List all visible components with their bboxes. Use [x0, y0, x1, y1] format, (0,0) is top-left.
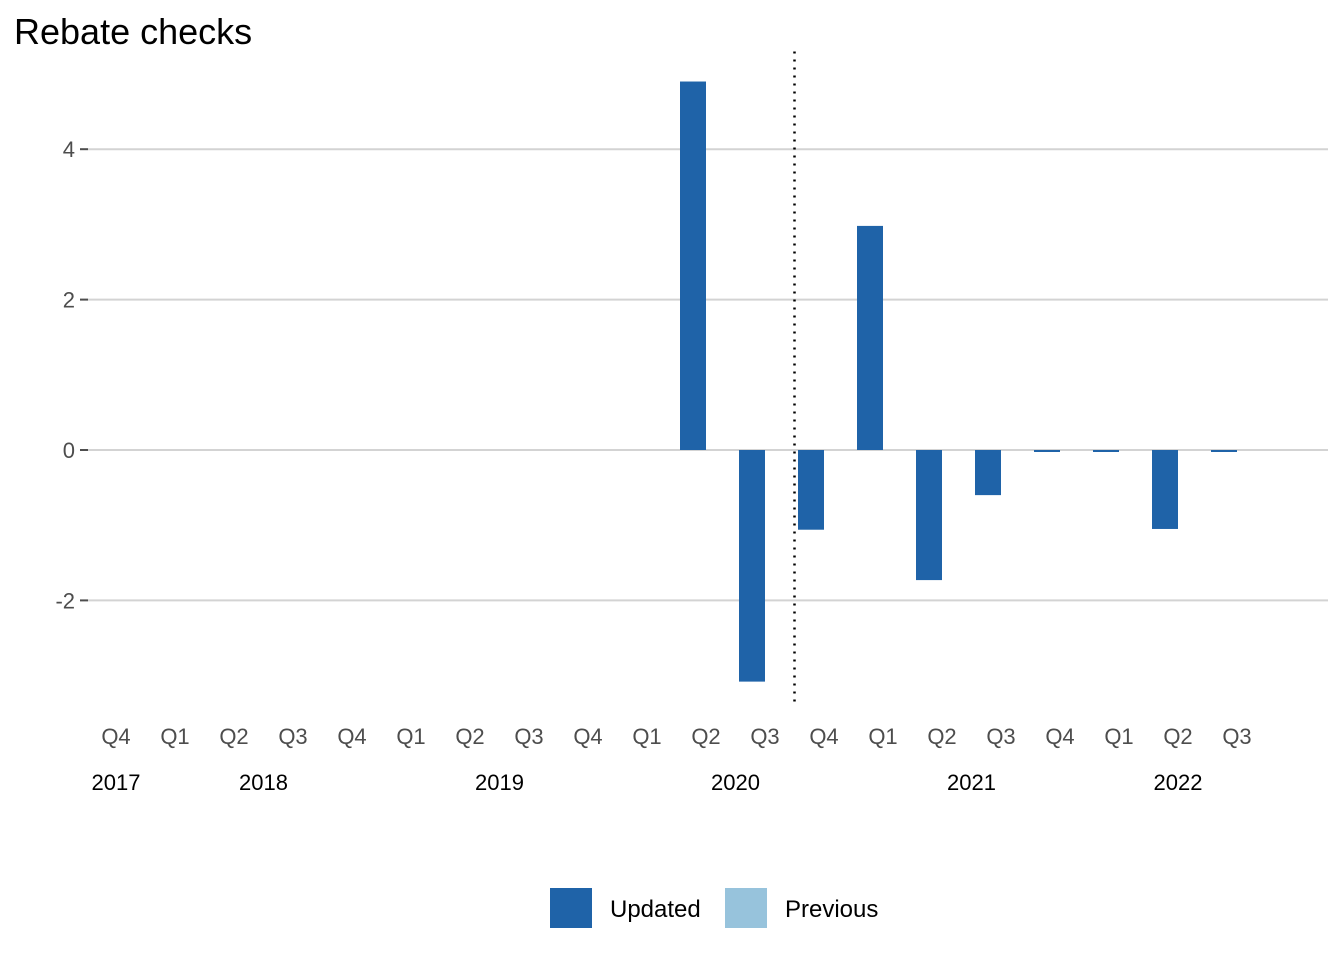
legend-key-previous [725, 888, 767, 928]
legend-key-updated [550, 888, 592, 928]
bars [680, 81, 1237, 682]
bar-updated [739, 450, 765, 682]
x-tick-label: Q3 [986, 724, 1015, 749]
bar-updated [1211, 450, 1237, 452]
x-tick-label: Q1 [868, 724, 897, 749]
legend-label-updated: Updated [610, 896, 701, 923]
legend: Updated Previous [550, 888, 878, 928]
x-tick-label: Q4 [573, 724, 602, 749]
year-label: 2017 [92, 770, 141, 795]
x-tick-label: Q2 [1163, 724, 1192, 749]
x-axis: Q4 Q1 Q2 Q3 Q4 Q1 Q2 Q3 Q4 Q1 Q2 Q3 Q4 Q1 Q2 Q3 Q4 Q1 Q2 Q3… [92, 724, 1252, 795]
legend-label-previous: Previous [785, 896, 878, 923]
bar-updated [1034, 450, 1060, 452]
chart-title: Rebate checks [14, 11, 252, 52]
x-tick-label: Q4 [101, 724, 130, 749]
x-tick-label: Q1 [632, 724, 661, 749]
x-tick-label: Q3 [514, 724, 543, 749]
x-tick-label: Q2 [219, 724, 248, 749]
bar-updated [857, 225, 883, 450]
year-label: 2021 [947, 770, 996, 795]
year-label: 2018 [239, 770, 288, 795]
bar-updated [975, 450, 1001, 496]
bar-updated [1093, 450, 1119, 452]
x-tick-label: Q4 [337, 724, 366, 749]
x-tick-label: Q4 [1045, 724, 1074, 749]
year-label: 2020 [711, 770, 760, 795]
y-tick-label: 4 [63, 137, 75, 162]
year-label: 2019 [475, 770, 524, 795]
y-tick-label: -2 [55, 588, 75, 613]
x-tick-label: Q2 [455, 724, 484, 749]
x-tick-label: Q3 [750, 724, 779, 749]
y-tick-label: 2 [63, 288, 75, 313]
year-label: 2022 [1154, 770, 1203, 795]
x-tick-label: Q1 [1104, 724, 1133, 749]
bar-updated [916, 450, 942, 581]
x-tick-label: Q4 [809, 724, 838, 749]
x-tick-label: Q3 [1222, 724, 1251, 749]
bar-updated [798, 450, 824, 530]
bar-updated [680, 81, 706, 451]
x-tick-label: Q1 [160, 724, 189, 749]
bar-updated [1152, 450, 1178, 529]
y-tick-label: 0 [63, 438, 75, 463]
x-tick-label: Q3 [278, 724, 307, 749]
x-tick-label: Q1 [396, 724, 425, 749]
y-axis: -2 0 2 4 [55, 137, 88, 613]
x-tick-label: Q2 [927, 724, 956, 749]
grid [88, 148, 1328, 602]
x-tick-label: Q2 [691, 724, 720, 749]
